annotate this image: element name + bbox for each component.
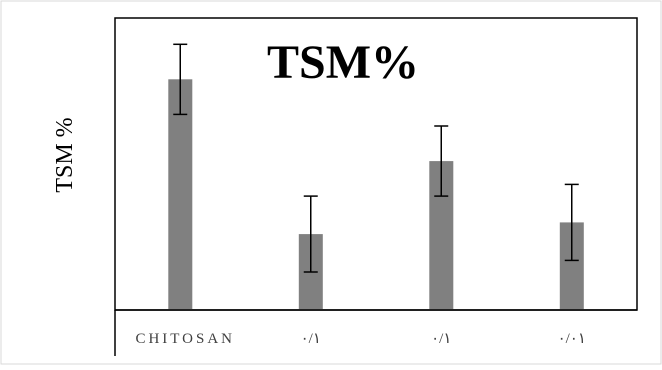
chart-title: TSM% (267, 36, 419, 89)
error-bars-layer (173, 43, 579, 273)
bar (168, 79, 193, 310)
x-tick-label: CHITOSAN (135, 331, 235, 347)
x-tick-label: ۰/۰۱ (558, 331, 586, 347)
x-tick-label: ۰/۱ (431, 331, 451, 347)
x-tick-labels: CHITOSAN ۰/۱ ۰/۱ ۰/۰۱ (135, 331, 585, 347)
y-axis-label: TSM % (52, 117, 78, 192)
x-tick-label: ۰/۱ (301, 331, 321, 347)
